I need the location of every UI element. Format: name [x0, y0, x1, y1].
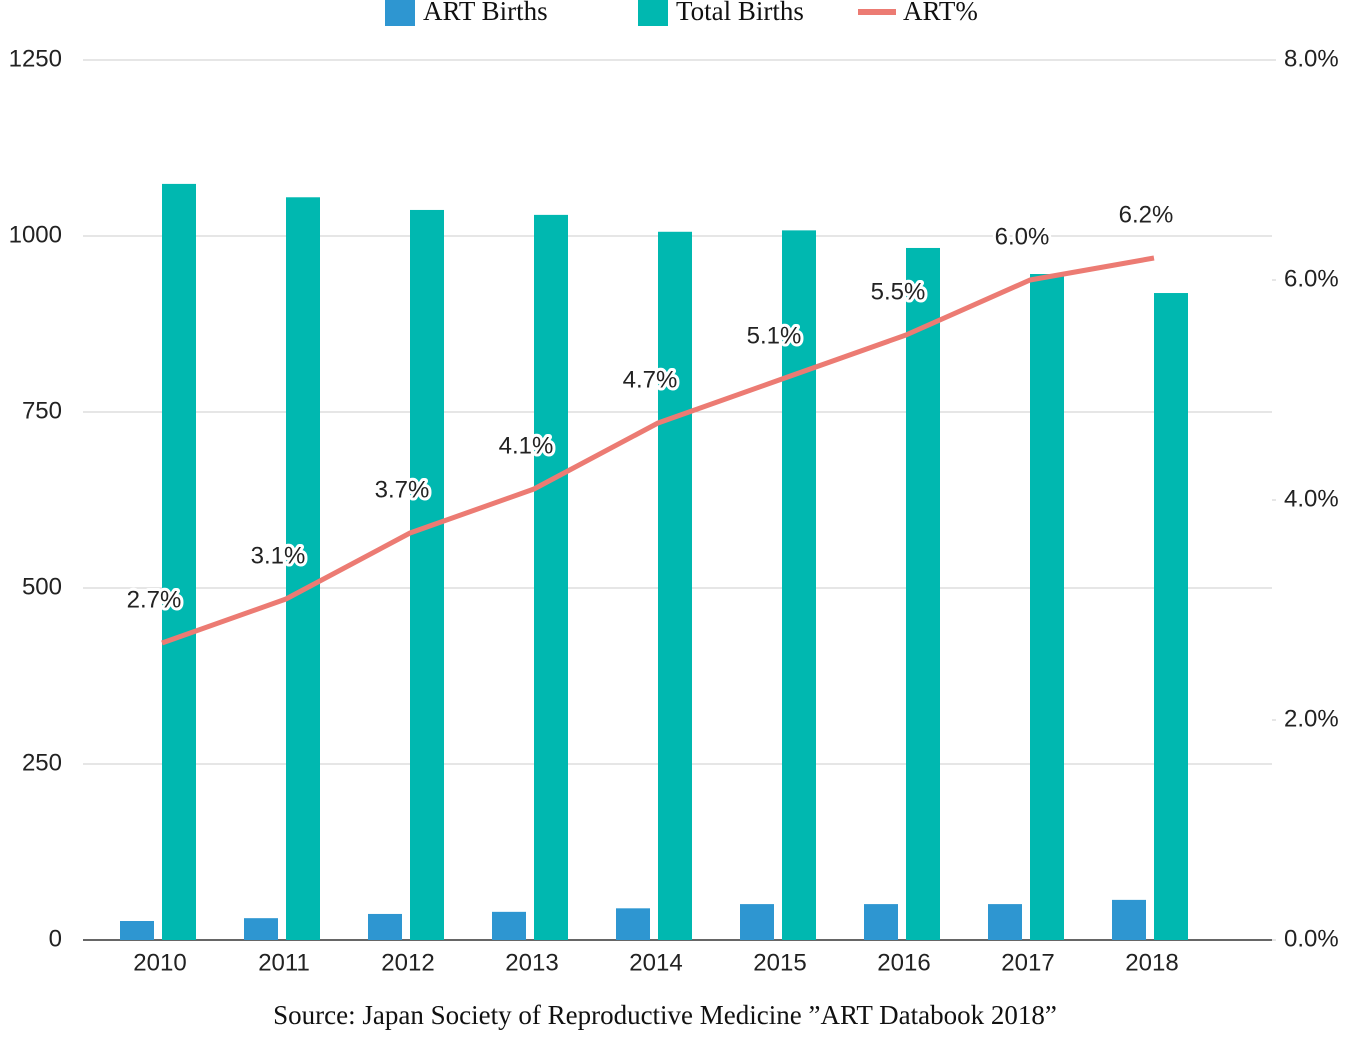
bar — [534, 214, 568, 940]
bar — [410, 209, 444, 940]
line — [161, 255, 1155, 646]
x-tick-label: 2012 — [381, 949, 434, 976]
bar — [1030, 274, 1064, 940]
bar — [162, 183, 196, 941]
x-tick-label: 2016 — [877, 949, 930, 976]
y-tick-label: 1000 — [9, 221, 62, 248]
source-note: Source: Japan Society of Reproductive Me… — [273, 1000, 1057, 1030]
legend-swatch — [385, 0, 415, 26]
legend-label: ART% — [903, 0, 978, 26]
value-label: 3.1% — [251, 542, 306, 569]
y-tick-label: 250 — [22, 749, 62, 776]
bar — [1154, 293, 1188, 940]
bar — [368, 913, 402, 940]
y2-tick-label: 6.0% — [1284, 265, 1339, 292]
bar — [906, 247, 940, 940]
value-label: 4.7% — [623, 366, 678, 393]
x-tick-label: 2010 — [133, 949, 186, 976]
bar — [492, 911, 526, 940]
y2-tick-label: 4.0% — [1284, 485, 1339, 512]
bar — [286, 197, 320, 940]
bar — [120, 920, 154, 940]
value-label: 2.7% — [127, 586, 182, 613]
x-tick-label: 2018 — [1125, 949, 1178, 976]
x-tick-label: 2014 — [629, 949, 682, 976]
y-tick-label: 750 — [22, 397, 62, 424]
x-tick-label: 2013 — [505, 949, 558, 976]
legend-swatch — [638, 0, 668, 26]
value-label: 3.7% — [375, 476, 430, 503]
x-tick-label: 2011 — [258, 949, 310, 976]
y-tick-label: 0 — [49, 925, 62, 952]
bar — [244, 918, 278, 940]
value-label: 5.1% — [747, 322, 802, 349]
legend-label: ART Births — [423, 0, 548, 26]
y2-tick-label: 0.0% — [1284, 925, 1339, 952]
bar — [1112, 899, 1146, 940]
value-label: 6.2% — [1119, 201, 1174, 228]
legend-label: Total Births — [676, 0, 804, 26]
x-tick-label: 2015 — [753, 949, 806, 976]
y2-tick-label: 8.0% — [1284, 45, 1339, 72]
value-label: 5.5% — [871, 278, 926, 305]
y-tick-label: 1250 — [9, 45, 62, 72]
y2-tick-label: 2.0% — [1284, 705, 1339, 732]
bar — [658, 231, 692, 940]
bar — [782, 230, 816, 941]
x-tick-label: 2017 — [1001, 949, 1054, 976]
bar — [988, 904, 1022, 940]
bar — [740, 904, 774, 940]
y-tick-label: 500 — [22, 573, 62, 600]
value-label: 4.1% — [499, 432, 554, 459]
bar — [616, 908, 650, 940]
bar — [864, 904, 898, 940]
value-label: 6.0% — [995, 223, 1050, 250]
